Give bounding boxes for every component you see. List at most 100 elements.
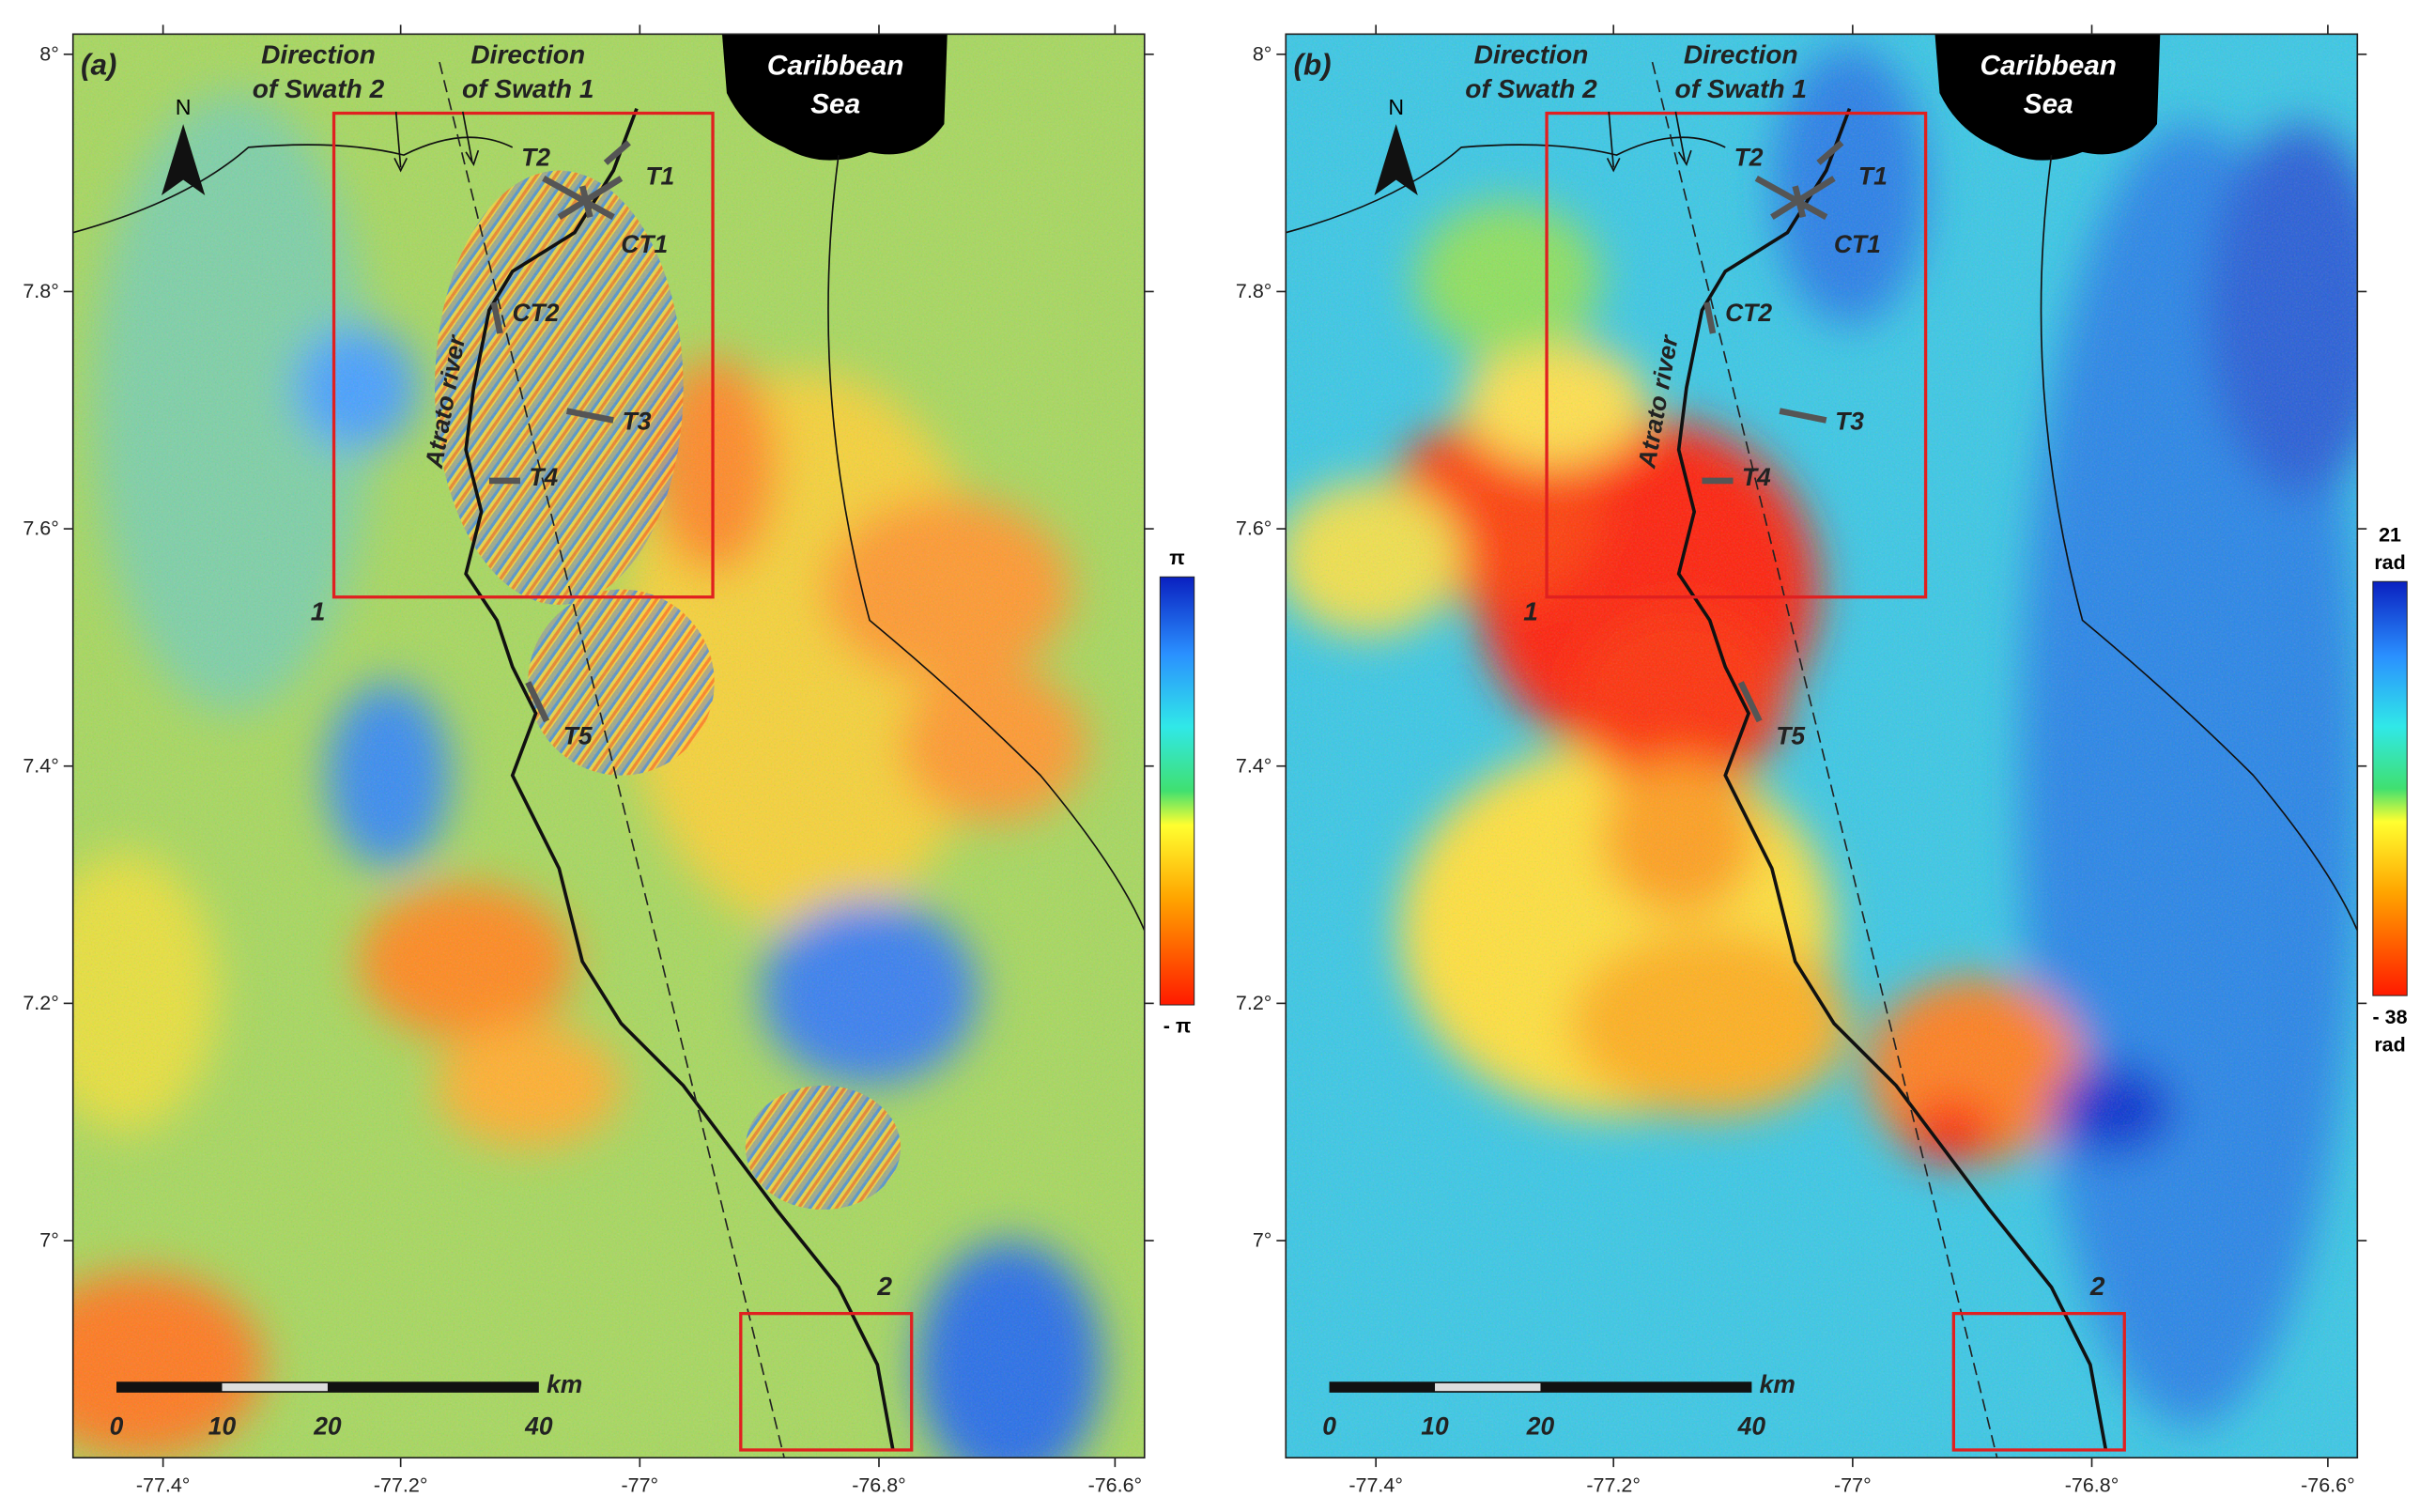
study-box	[331, 111, 715, 599]
scale-label: 10	[1421, 1412, 1449, 1440]
transect-label: T4	[1742, 463, 1771, 491]
lat-tick-label: 7.6°	[23, 517, 58, 540]
lon-tick-label: -76.8°	[2065, 1474, 2119, 1497]
map-image	[72, 34, 1145, 1458]
swath-label: of Swath 1	[462, 74, 594, 103]
colorbar-label: rad	[2374, 551, 2405, 574]
transect-line	[490, 301, 503, 334]
transect-line	[1792, 185, 1807, 218]
north-arrow	[161, 124, 206, 196]
study-box	[1951, 1311, 2126, 1452]
lat-tick-label: 7.2°	[1236, 992, 1271, 1014]
transect-label: T1	[1858, 162, 1888, 191]
lat-tick-label: 7.2°	[23, 992, 58, 1014]
transect-label: CT1	[1834, 230, 1881, 258]
transect-line	[542, 176, 615, 221]
scale-unit: km	[547, 1370, 582, 1398]
sea-label: Sea	[2024, 89, 2073, 120]
lat-tick-label: 7.4°	[23, 754, 58, 777]
lon-tick-label: -77.2°	[374, 1474, 428, 1497]
lat-tick-label: 7°	[1253, 1229, 1272, 1252]
scale-unit: km	[1760, 1370, 1795, 1398]
lon-tick-label: -76.6°	[2301, 1474, 2355, 1497]
lat-tick-label: 7.8°	[23, 280, 58, 302]
colorbar-label: 21	[2379, 523, 2401, 546]
transect-line	[1754, 176, 1828, 221]
colorbar-label: rad	[2374, 1034, 2405, 1057]
study-box	[739, 1311, 914, 1452]
transect-line	[1770, 176, 1836, 220]
transect-line	[603, 140, 631, 165]
transect-line	[565, 408, 614, 424]
transect-label: CT2	[513, 299, 560, 327]
sea-label: Caribbean	[1980, 50, 2117, 81]
lat-tick-label: 7.8°	[1236, 280, 1271, 302]
colorbar-label: π	[1169, 547, 1184, 569]
panel: 8° 7.8° 7.6° 7.4° 7.2° 7° -77.4° -77.2° -77° -76.…	[1236, 24, 2408, 1497]
scale-bar	[1435, 1382, 1541, 1392]
swath-label: of Swath 2	[253, 74, 385, 103]
transect-line	[1703, 301, 1717, 334]
north-label: N	[176, 95, 192, 119]
transect-line	[578, 185, 593, 218]
scale-label: 40	[1737, 1412, 1766, 1440]
lon-tick-label: -77.4°	[1348, 1474, 1403, 1497]
scale-label: 0	[1322, 1412, 1336, 1440]
colorbar-label: - 38	[2373, 1006, 2408, 1028]
colorbar	[2372, 580, 2408, 996]
map-frame	[1285, 33, 2359, 1459]
scale-label: 20	[1526, 1412, 1555, 1440]
lon-tick-label: -76.8°	[852, 1474, 906, 1497]
boundary	[1286, 136, 2358, 932]
panel-label: (a)	[81, 48, 116, 81]
box-label: 1	[1523, 597, 1538, 626]
lat-tick-label: 8°	[1253, 42, 1272, 65]
colorbar-label: - π	[1164, 1015, 1192, 1038]
box-label: 2	[876, 1272, 892, 1301]
box-label: 1	[311, 597, 326, 626]
transect-label: T3	[1835, 407, 1864, 435]
swath-arrow	[1606, 111, 1692, 173]
transect-line	[1816, 140, 1844, 165]
sea-label: Sea	[810, 89, 860, 120]
map-frame	[71, 33, 1146, 1459]
atrato-river	[1676, 107, 2108, 1451]
north-arrow	[1374, 124, 1418, 196]
transect-label: T5	[563, 722, 593, 750]
transect-label: CT2	[1725, 299, 1772, 327]
swath-label: of Swath 2	[1465, 74, 1597, 103]
swath-label: Direction	[261, 40, 376, 69]
caribbean-sea	[1934, 34, 2161, 161]
swath-boundary	[1651, 61, 1998, 1458]
speckle	[72, 34, 1145, 1458]
lon-tick-label: -77.2°	[1586, 1474, 1641, 1497]
scale-label: 40	[524, 1412, 553, 1440]
transect-label: T3	[623, 407, 652, 435]
scale-label: 0	[110, 1412, 124, 1440]
scale-label: 20	[313, 1412, 342, 1440]
transect-line	[1737, 681, 1763, 723]
transect-label: T2	[521, 144, 550, 172]
boundary	[72, 136, 1145, 932]
scale-bar	[222, 1382, 328, 1392]
lon-tick-label: -77°	[621, 1474, 658, 1497]
transect-label: T2	[1734, 144, 1764, 172]
north-label: N	[1388, 95, 1404, 119]
lat-tick-label: 7.4°	[1236, 754, 1271, 777]
transect-line	[525, 681, 550, 723]
transect-label: CT1	[621, 230, 668, 258]
transect-line	[557, 176, 624, 220]
swath-label: of Swath 1	[1675, 74, 1808, 103]
swath-label: Direction	[1684, 40, 1798, 69]
lon-tick-label: -76.6°	[1088, 1474, 1143, 1497]
colorbar	[1159, 576, 1195, 1006]
lon-tick-label: -77°	[1834, 1474, 1872, 1497]
lat-tick-label: 7.6°	[1236, 517, 1271, 540]
transect-label: T4	[529, 463, 558, 491]
swath-label: Direction	[1474, 40, 1589, 69]
panel-label: (b)	[1294, 48, 1332, 81]
transect-label: T5	[1776, 722, 1805, 750]
